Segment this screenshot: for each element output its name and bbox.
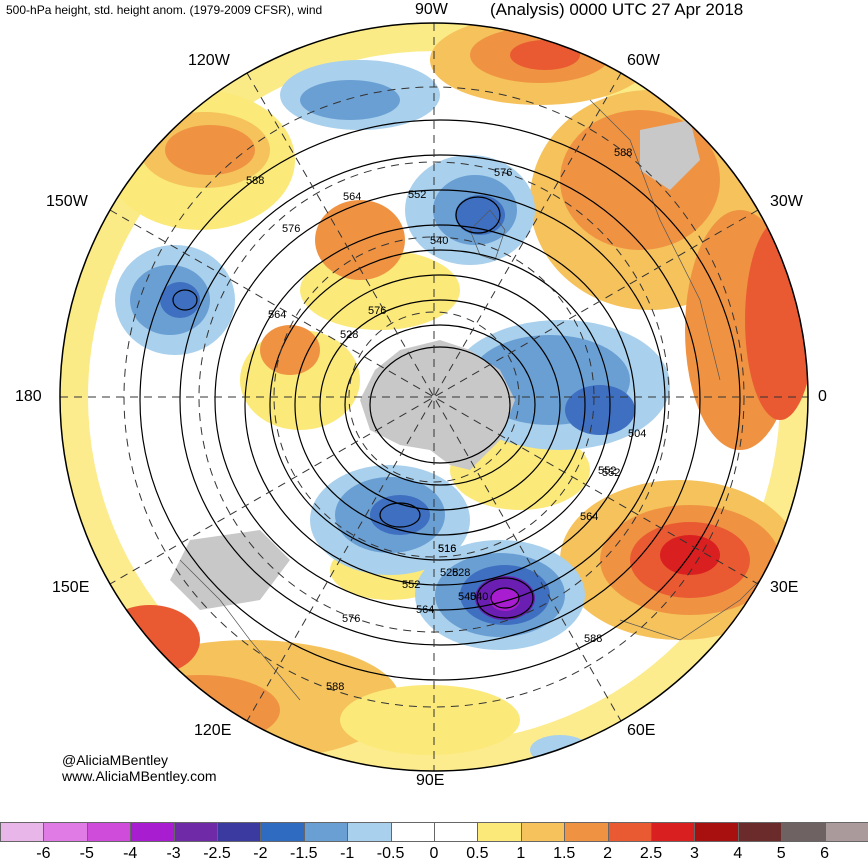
color-scale-tick-label: 2 — [603, 845, 613, 862]
height-contours — [139, 119, 741, 681]
contour-label: 540 — [458, 591, 476, 603]
contour-label: 552 — [602, 467, 620, 479]
color-scale-swatch — [824, 822, 868, 842]
contour-label: 552 — [408, 189, 426, 201]
color-scale-swatch — [173, 822, 218, 842]
map-title: 500-hPa height, std. height anom. (1979-… — [6, 3, 323, 17]
contour-label: 576 — [282, 223, 300, 235]
contour-label: 516 — [438, 543, 456, 555]
color-scale-swatch — [347, 822, 392, 842]
contour-label: 564 — [343, 191, 361, 203]
contour-label: 588 — [326, 681, 344, 693]
lon-label-0: 0 — [818, 388, 827, 405]
lon-label-60w: 60W — [627, 52, 660, 69]
graticule — [60, 23, 808, 771]
color-scale-swatch — [651, 822, 696, 842]
color-scale-swatch — [43, 822, 88, 842]
contour-label: 516 — [438, 543, 456, 555]
color-scale-tick-label: -2 — [253, 845, 268, 862]
color-scale-swatch — [781, 822, 826, 842]
contour-label: 588 — [614, 147, 632, 159]
color-scale-tick-label: 3 — [689, 845, 699, 862]
color-scale-swatch — [130, 822, 175, 842]
contour-label: 564 — [416, 604, 434, 616]
contour-label: 552 — [598, 465, 616, 477]
contour-label: 528 — [340, 329, 358, 341]
color-scale-tick-label: 0.5 — [466, 845, 489, 862]
lon-label-120e: 120E — [194, 722, 232, 739]
color-scale-swatch — [520, 822, 566, 842]
lon-label-150w: 150W — [46, 193, 88, 210]
color-scale-tick-label: -2.5 — [203, 845, 231, 862]
color-scale-swatch — [477, 822, 522, 842]
color-scale-tick-label: -5 — [79, 845, 94, 862]
color-scale-tick-label: -6 — [36, 845, 51, 862]
contour-label: 576 — [368, 305, 386, 317]
contour-labels: 5885885765765645645525525405405285285165… — [246, 147, 646, 693]
contour-label: 540 — [430, 235, 448, 247]
color-scale-swatch — [694, 822, 739, 842]
contour-label: 588 — [584, 633, 602, 645]
lon-label-30w: 30W — [770, 193, 803, 210]
contour-label: 528 — [452, 567, 470, 579]
contour-label: 576 — [342, 613, 360, 625]
color-scale-tick-label: 5 — [776, 845, 786, 862]
contour-label: 552 — [402, 579, 420, 591]
color-scale-swatch — [607, 822, 652, 842]
color-scale-tick-label: 0 — [429, 845, 439, 862]
credit-site: www.AliciaMBentley.com — [62, 768, 217, 784]
color-scale-swatch — [737, 822, 783, 842]
color-scale-tick-label: -1.5 — [290, 845, 318, 862]
color-scale-swatch — [564, 822, 609, 842]
color-scale-tick-label: -0.5 — [376, 845, 405, 862]
color-scale-tick-label: -1 — [340, 845, 355, 862]
lon-label-150e: 150E — [52, 579, 90, 596]
color-scale-swatch — [434, 822, 479, 842]
color-scale-tick-label: -3 — [166, 845, 181, 862]
color-scale-swatch — [390, 822, 435, 842]
lon-label-60e: 60E — [627, 722, 656, 739]
color-scale-swatch — [86, 822, 132, 842]
contour-label: 504 — [628, 428, 646, 440]
contour-label: 564 — [580, 511, 598, 523]
contour-label: 588 — [246, 175, 264, 187]
color-scale-swatch — [303, 822, 349, 842]
lon-label-180: 180 — [15, 388, 42, 405]
color-scale-bar: -6 -5 -4 -3 -2.5 -2 -1.5 -1 -0.5 0 0.5 1 1.5 2 2.5 3 4 5 6 — [0, 822, 868, 865]
contour-label: 540 — [470, 591, 488, 603]
color-scale-tick-label: 6 — [820, 845, 830, 862]
coastlines — [179, 99, 781, 701]
color-scale-tick-label: 4 — [733, 845, 743, 862]
color-scale-tick-label: -4 — [123, 845, 138, 862]
color-scale-swatch — [217, 822, 262, 842]
credit-handle: @AliciaMBentley — [62, 752, 169, 768]
color-scale-tick-label: 2.5 — [639, 845, 663, 862]
polar-map: 5885885765765645645525525405405285285165… — [59, 22, 809, 772]
color-scale-swatch — [260, 822, 305, 842]
lon-label-90w: 90W — [415, 1, 448, 18]
lon-label-90e: 90E — [416, 772, 445, 789]
analysis-time: (Analysis) 0000 UTC 27 Apr 2018 — [490, 0, 744, 19]
color-scale-swatch — [0, 822, 45, 842]
credit-block: @AliciaMBentley www.AliciaMBentley.com — [62, 752, 217, 784]
contour-label: 528 — [440, 567, 458, 579]
contour-label: 576 — [494, 167, 512, 179]
lon-label-120w: 120W — [188, 52, 230, 69]
color-scale-tick-label: 1.5 — [553, 845, 576, 862]
contour-label: 564 — [268, 309, 286, 321]
lon-label-30e: 30E — [770, 579, 799, 596]
color-scale-tick-label: 1 — [516, 845, 526, 862]
